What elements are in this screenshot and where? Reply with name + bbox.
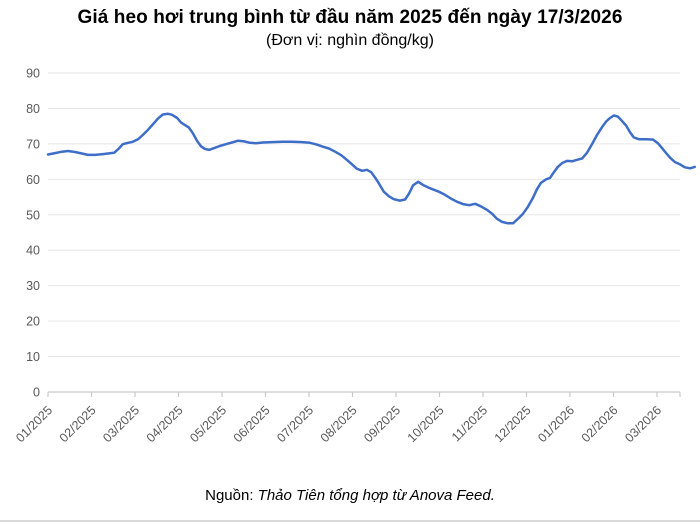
x-tick-label: 05/2025 bbox=[187, 403, 229, 445]
x-tick-label: 12/2025 bbox=[492, 403, 534, 445]
x-tick-label: 07/2025 bbox=[274, 403, 316, 445]
y-tick-label: 60 bbox=[26, 173, 40, 187]
source-text: Thảo Tiên tổng hợp từ Anova Feed. bbox=[257, 487, 495, 504]
price-line bbox=[46, 112, 697, 225]
x-tick-label: 02/2026 bbox=[579, 403, 621, 445]
y-tick-label: 30 bbox=[26, 279, 40, 293]
bottom-divider bbox=[0, 520, 700, 522]
x-tick-label: 08/2025 bbox=[318, 403, 360, 445]
x-tick-label: 03/2026 bbox=[622, 403, 664, 445]
y-tick-label: 0 bbox=[33, 386, 40, 400]
x-tick-label: 09/2025 bbox=[361, 403, 403, 445]
source-note: Nguồn: Thảo Tiên tổng hợp từ Anova Feed. bbox=[0, 487, 700, 504]
x-tick-label: 01/2025 bbox=[13, 403, 55, 445]
x-tick-label: 06/2025 bbox=[231, 403, 273, 445]
y-tick-label: 90 bbox=[26, 67, 40, 81]
x-tick-label: 01/2026 bbox=[535, 403, 577, 445]
y-tick-label: 40 bbox=[26, 244, 40, 258]
chart-subtitle: (Đơn vị: nghìn đồng/kg) bbox=[266, 32, 434, 49]
y-tick-label: 20 bbox=[26, 315, 40, 329]
price-line-chart: 0 10 20 30 40 50 60 70 80 90 01/2025 02/2025 03/2025… bbox=[13, 67, 697, 445]
chart-title: Giá heo hơi trung bình từ đầu năm 2025 đ… bbox=[77, 7, 623, 28]
y-tick-label: 50 bbox=[26, 208, 40, 222]
x-tick-label: 04/2025 bbox=[144, 403, 186, 445]
x-tick-label: 11/2025 bbox=[449, 403, 490, 444]
x-tick-label: 10/2025 bbox=[405, 403, 447, 445]
source-label: Nguồn: bbox=[205, 487, 254, 504]
y-tick-label: 10 bbox=[26, 350, 40, 364]
x-tick-label: 02/2025 bbox=[57, 403, 99, 445]
y-tick-label: 70 bbox=[26, 137, 40, 151]
x-tick-label: 03/2025 bbox=[100, 403, 142, 445]
y-tick-label: 80 bbox=[26, 102, 40, 116]
